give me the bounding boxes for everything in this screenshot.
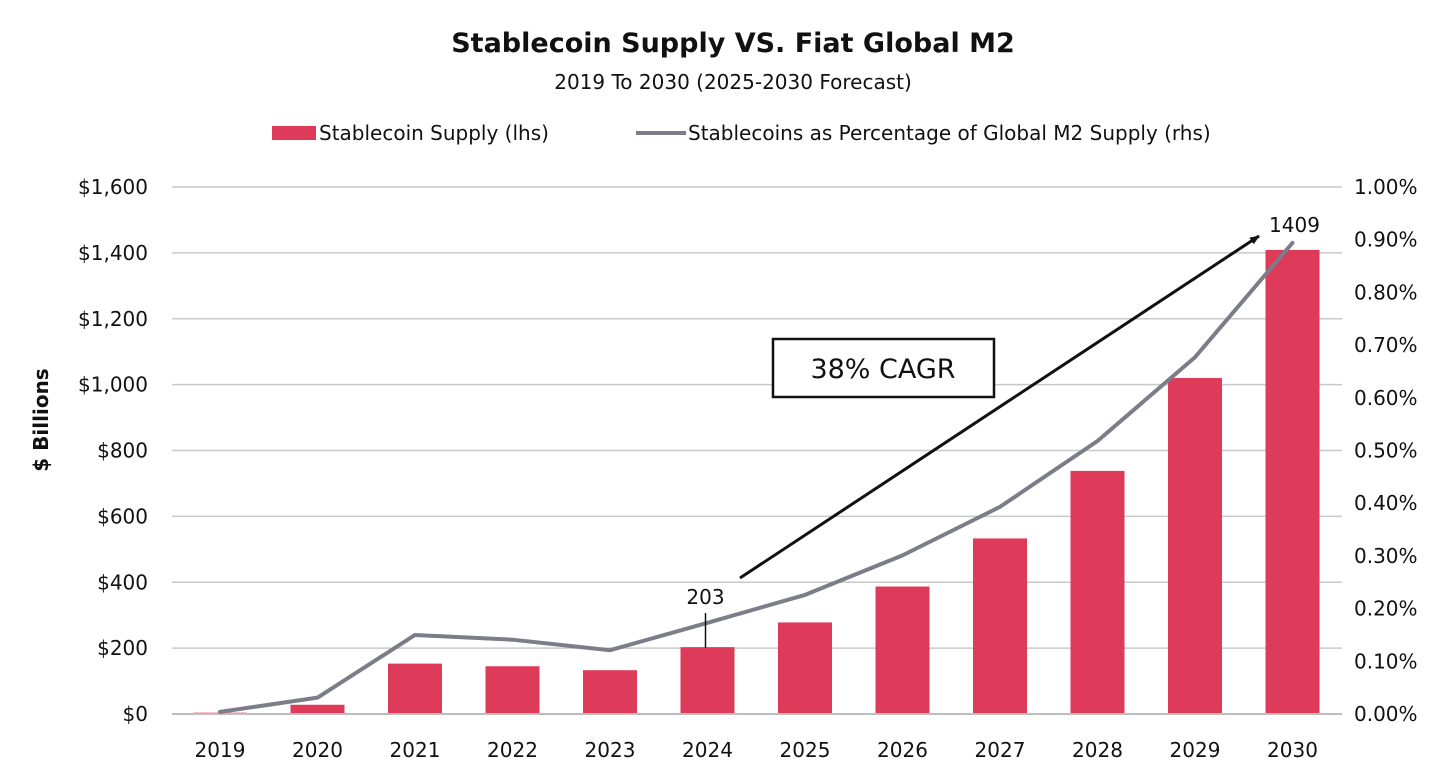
cagr-label: 38% CAGR [810,354,955,385]
y-right-tick-label: 0.90% [1354,228,1418,252]
x-tick-label: 2024 [682,738,733,762]
chart-subtitle: 2019 To 2030 (2025-2030 Forecast) [554,70,912,94]
percentage-line-group [218,240,1295,714]
percentage-line [218,240,1295,714]
x-tick-label: 2030 [1267,738,1318,762]
x-tick-label: 2023 [585,738,636,762]
bar-2022 [485,666,540,714]
gridlines [172,186,1342,649]
annotation-2024-value: 203 [686,585,724,609]
bar-2021 [388,663,442,714]
x-tick-label: 2028 [1072,738,1123,762]
y-right-tick-label: 0.10% [1354,649,1418,673]
y-right-tick-label: 1.00% [1354,175,1418,199]
y-left-tick-label: $400 [97,570,148,594]
bar-2029 [1168,378,1222,714]
y-right-tick-label: 0.80% [1354,280,1418,304]
annotation-2030-value: 1409 [1269,213,1320,237]
y-left-tick-label: $200 [97,636,148,660]
annotations: 203 1409 38% CAGR [686,213,1320,648]
legend-bar-label: Stablecoin Supply (lhs) [319,121,549,145]
x-tick-label: 2025 [780,738,831,762]
x-tick-label: 2029 [1170,738,1221,762]
legend: Stablecoin Supply (lhs) Stablecoins as P… [272,121,1211,145]
y-left-tick-label: $0 [123,702,148,726]
bar-2025 [778,622,832,714]
y-right-tick-label: 0.70% [1354,333,1418,357]
y-left-tick-label: $600 [97,504,148,528]
x-tick-label: 2026 [877,738,928,762]
y-right-tick-label: 0.00% [1354,702,1418,726]
x-tick-label: 2021 [390,738,441,762]
y-left-tick-label: $800 [97,439,148,463]
y-right-tick-label: 0.60% [1354,386,1418,410]
y-right-tick-label: 0.40% [1354,491,1418,515]
y-left-tick-label: $1,200 [78,307,148,331]
x-tick-label: 2020 [292,738,343,762]
right-axis-ticks: 0.00% 0.10% 0.20% 0.30% 0.40% 0.50% 0.60% 0.70%… [1354,175,1418,726]
x-axis: 2019 2020 2021 2022 2023 2024 2025 2026 2027 2028… [172,713,1342,762]
y-axis-label: $ Billions [29,368,53,471]
x-tick-label: 2022 [487,738,538,762]
y-right-tick-label: 0.20% [1354,597,1418,621]
legend-bar-swatch [272,126,316,140]
bar-2023 [583,670,637,714]
cagr-box [771,337,996,399]
bar-2026 [875,586,930,714]
chart-title: Stablecoin Supply VS. Fiat Global M2 [451,28,1015,59]
y-left-tick-label: $1,600 [78,175,148,199]
legend-line-label: Stablecoins as Percentage of Global M2 S… [688,121,1211,145]
bar-2028 [1070,470,1125,714]
y-left-tick-label: $1,400 [78,241,148,265]
left-axis-ticks: $0 $200 $400 $600 $800 $1,000 $1,200 $1,400 $1,6… [78,175,148,726]
bar-2024 [680,647,735,714]
bar-2027 [973,538,1027,714]
y-right-tick-label: 0.50% [1354,439,1418,463]
bar-2030 [1265,249,1320,714]
y-right-tick-label: 0.30% [1354,544,1418,568]
x-tick-label: 2027 [975,738,1026,762]
bar-2020 [290,704,345,714]
x-tick-label: 2019 [195,738,246,762]
bars [193,249,1320,714]
cagr-arrow [739,234,1260,580]
y-left-tick-label: $1,000 [78,373,148,397]
